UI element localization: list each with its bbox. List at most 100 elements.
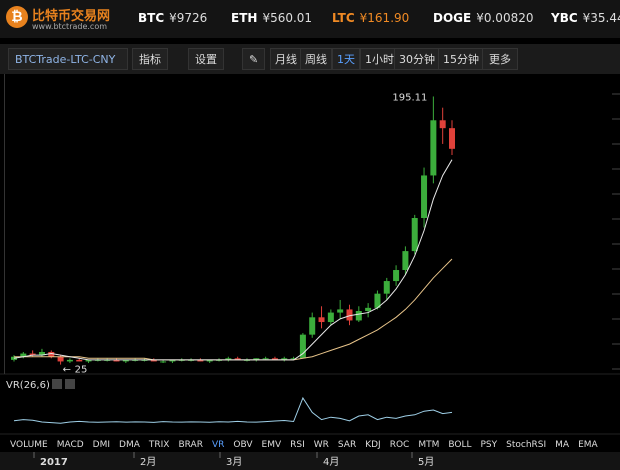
candle-body	[402, 251, 409, 271]
date-label: 4月	[323, 456, 339, 468]
chart: 195.11 ← 25 VR(26,6) VOLUME MACD DMI DMA TRIX BRA…	[0, 74, 620, 470]
high-label: 195.11	[392, 92, 427, 103]
candle-body	[299, 334, 306, 359]
candle-body	[346, 309, 353, 321]
candle-body	[393, 270, 400, 282]
candle-body	[29, 353, 36, 356]
indicator-tab[interactable]: BRAR	[178, 440, 202, 450]
candle-body	[150, 359, 157, 362]
candle-body	[449, 128, 455, 149]
settings-button[interactable]: 设置	[188, 48, 224, 70]
date-axis	[0, 452, 620, 470]
candle-body	[309, 317, 316, 335]
period-button[interactable]: 1小时	[360, 48, 399, 70]
indicator-tab[interactable]: TRIX	[148, 440, 170, 450]
candle-body	[122, 359, 129, 362]
candle-body	[253, 358, 260, 360]
low-arrow: ←	[63, 365, 71, 376]
ticker-price: ¥560.01	[262, 11, 313, 25]
candle-body	[374, 293, 381, 308]
candle-body	[76, 359, 83, 362]
period-button[interactable]: 月线	[270, 48, 302, 70]
candle-body	[85, 359, 92, 362]
vr-button	[65, 379, 75, 389]
indicator-tab[interactable]: VOLUME	[10, 440, 48, 450]
indicator-tab[interactable]: OBV	[233, 440, 253, 450]
indicator-tab[interactable]: BOLL	[448, 440, 471, 450]
candle-body	[281, 358, 288, 360]
candle-body	[160, 361, 167, 363]
toolbar: BTCTrade-LTC-CNY 指标 设置 ✎ 月线 周线 1天 1小时 30分钟 15分钟 更多	[0, 44, 620, 74]
candle-body	[290, 358, 297, 360]
ticker[interactable]: YBC ¥35.44	[551, 11, 620, 25]
candle-body	[318, 317, 325, 323]
candle-body	[57, 356, 64, 362]
draw-button[interactable]: ✎	[242, 48, 266, 70]
indicator-tab[interactable]: MA	[555, 440, 570, 450]
candle-body	[48, 351, 55, 357]
indicator-tab[interactable]: MTM	[418, 440, 439, 450]
more-button[interactable]: 更多	[482, 48, 518, 70]
moving-average	[14, 258, 453, 361]
vr-line	[13, 396, 453, 424]
moving-average	[13, 159, 453, 361]
candle-body	[430, 120, 437, 176]
vr-label: VR(26,6)	[6, 380, 50, 391]
period-button[interactable]: 周线	[300, 48, 332, 70]
indicator-tab[interactable]: MACD	[57, 440, 84, 450]
ticker[interactable]: LTC ¥161.90	[332, 11, 409, 25]
candle-body	[197, 359, 204, 362]
candle-body	[271, 358, 278, 360]
candle-body	[262, 358, 269, 360]
ticker-price: ¥0.00820	[476, 11, 534, 25]
indicator-tab[interactable]: VR	[212, 440, 224, 450]
candle-body	[337, 309, 344, 313]
candle-body	[66, 359, 73, 362]
vr-button	[52, 379, 62, 389]
candle-body	[206, 359, 213, 362]
indicator-tab[interactable]: ROC	[390, 440, 410, 450]
pair-select[interactable]: BTCTrade-LTC-CNY	[8, 48, 128, 70]
ticker[interactable]: ETH ¥560.01	[231, 11, 312, 25]
ticker[interactable]: BTC ¥9726	[138, 11, 207, 25]
candle-body	[20, 353, 27, 357]
indicator-button[interactable]: 指标	[132, 48, 168, 70]
ticker-symbol: YBC	[551, 11, 578, 25]
candle-body	[169, 359, 176, 362]
ticker-symbol: ETH	[231, 11, 258, 25]
candle-body	[38, 351, 45, 356]
header: ₿ 比特币交易网 www.btctrade.com BTC ¥9726 ETH ¥56…	[0, 0, 620, 38]
candle-body	[113, 359, 120, 362]
date-label: 2017	[40, 457, 68, 468]
candle-body	[234, 358, 241, 360]
indicator-tab[interactable]: PSY	[481, 440, 498, 450]
period-button[interactable]: 30分钟	[394, 48, 440, 70]
indicator-tab[interactable]: WR	[314, 440, 329, 450]
ticker[interactable]: DOGE ¥0.00820	[433, 11, 533, 25]
ticker-symbol: DOGE	[433, 11, 472, 25]
ticker-price: ¥9726	[169, 11, 208, 25]
candle-body	[411, 218, 418, 252]
date-label: 2月	[140, 456, 156, 468]
ticker-price: ¥35.44	[582, 11, 620, 25]
indicator-tab[interactable]: DMA	[119, 440, 141, 450]
candle-body	[365, 307, 372, 312]
ticker-symbol: LTC	[332, 11, 355, 25]
indicator-tab[interactable]: StochRSI	[506, 440, 546, 450]
left-edge	[4, 74, 5, 374]
period-button[interactable]: 1天	[332, 48, 360, 70]
candle-body	[355, 311, 362, 321]
logo-icon[interactable]: ₿	[6, 6, 28, 28]
date-label: 5月	[418, 456, 434, 468]
indicator-tab[interactable]: KDJ	[365, 440, 381, 450]
logo-text[interactable]: 比特币交易网	[32, 9, 111, 24]
date-label: 3月	[226, 456, 242, 468]
indicator-tab[interactable]: DMI	[93, 440, 110, 450]
indicator-tab[interactable]: EMA	[578, 440, 598, 450]
indicator-tab[interactable]: RSI	[290, 440, 305, 450]
indicator-tab[interactable]: EMV	[262, 440, 282, 450]
period-button[interactable]: 15分钟	[438, 48, 484, 70]
indicator-tab[interactable]: SAR	[338, 440, 356, 450]
candle-body	[439, 120, 446, 129]
